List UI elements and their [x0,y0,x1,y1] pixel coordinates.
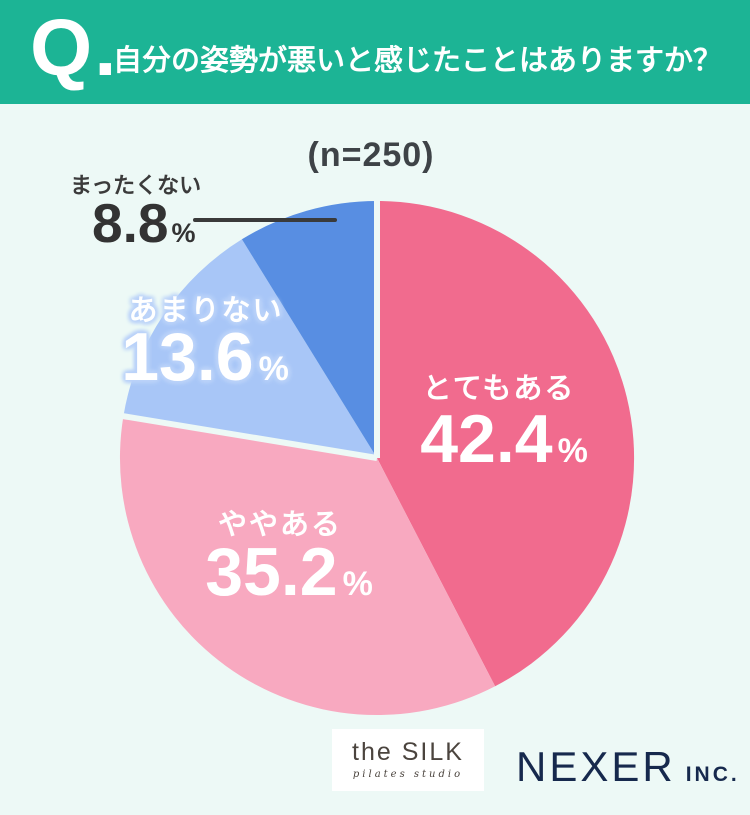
value-yayaaru-percent-sign: % [342,565,373,603]
value-totemoaru: 42.4% [420,401,588,477]
sample-size-label: (n=250) [307,136,435,174]
pie-slice-amarinai [123,239,378,458]
pie-slice-totemoaru [377,200,635,687]
silk-logo-tagline: pilates studio [352,769,464,780]
silk-logo-name: the SILK [352,738,464,766]
group-gap-line-left [117,412,378,461]
nexer-logo-suffix: INC. [685,763,740,786]
value-totemoaru-number: 42.4 [420,401,553,477]
label-yayaaru-text: ややある [217,509,343,541]
label-amarinai-text: あまりない [128,295,284,327]
label-yayaaru: ややある [218,501,342,543]
pie-slice-yayaaru [119,416,496,716]
value-mattakunai-percent-sign: % [171,218,196,248]
q-mark: Q. [30,3,119,92]
nexer-logo-name: NEXER [516,743,676,790]
question-header: Q. 自分の姿勢が悪いと感じたことはありますか？ [0,0,750,104]
value-yayaaru-number: 35.2 [205,534,338,610]
value-amarinai: 13.6% [121,319,289,395]
value-amarinai-percent-sign: % [258,350,289,388]
label-totemoaru: とてもある [423,365,576,407]
label-totemoaru-text: とてもある [422,373,576,405]
label-mattakunai: まったくない [70,173,202,198]
value-amarinai-number: 13.6 [121,319,254,395]
value-mattakunai-number: 8.8 [92,192,169,254]
value-totemoaru-percent-sign: % [557,432,588,470]
value-mattakunai: 8.8% [92,196,195,251]
question-text: 自分の姿勢が悪いと感じたことはありますか？ [113,45,723,77]
label-amarinai: あまりない [128,287,283,329]
pie-slice-mattakunai [241,200,377,458]
callout-line [193,218,337,222]
silk-logo: the SILK pilates studio [332,729,484,791]
nexer-logo: NEXER INC. [516,746,740,788]
value-yayaaru: 35.2% [205,534,373,610]
